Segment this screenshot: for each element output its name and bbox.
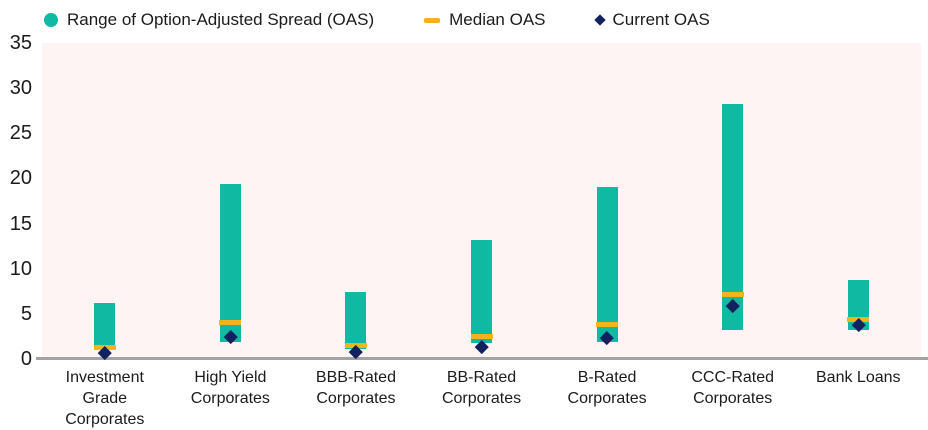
category-column: [795, 43, 921, 359]
legend-item-range: Range of Option-Adjusted Spread (OAS): [44, 10, 374, 30]
category-column: [670, 43, 796, 359]
median-tick: [596, 322, 619, 328]
category-label: BBB-Rated Corporates: [315, 369, 396, 407]
y-tick-label: 15: [9, 212, 32, 235]
y-tick-label: 25: [9, 122, 32, 145]
category-column: [168, 43, 294, 359]
range-bar: [94, 303, 116, 350]
legend-label-range: Range of Option-Adjusted Spread (OAS): [67, 10, 375, 29]
range-bar: [471, 239, 493, 343]
plot-area: [42, 43, 921, 360]
category-label: BB-Rated Corporates: [441, 369, 522, 407]
y-axis: 0 5 10 15 20 25 30 35: [0, 32, 32, 370]
range-circle-icon: [44, 13, 58, 27]
category-label: CCC-Rated Corporates: [691, 369, 775, 407]
category-label: Investment Grade Corporates: [65, 369, 145, 428]
legend-item-median: Median OAS: [424, 10, 546, 30]
median-tick: [470, 333, 493, 339]
y-tick-label: 35: [9, 32, 32, 54]
y-tick-label: 20: [9, 167, 32, 190]
category-label: B-Rated Corporates: [567, 369, 647, 407]
category-column: [544, 43, 670, 359]
category-column: [42, 43, 168, 360]
y-tick-label: 0: [20, 348, 32, 370]
y-tick-label: 30: [9, 77, 32, 100]
range-bar: [596, 186, 618, 342]
median-tick: [219, 320, 242, 326]
y-tick-label: 10: [9, 257, 32, 280]
category-column: [419, 43, 545, 359]
category-column: [293, 43, 419, 359]
range-bar: [345, 292, 367, 350]
x-axis-line: [36, 357, 928, 360]
x-axis-labels: Investment Grade Corporates High Yield Co…: [42, 367, 921, 430]
category-label: Bank Loans: [816, 369, 901, 386]
legend-label-median: Median OAS: [449, 10, 546, 29]
range-bar: [722, 103, 744, 331]
median-dash-icon: [424, 17, 441, 23]
category-label: High Yield Corporates: [190, 369, 270, 407]
chart-legend: Range of Option-Adjusted Spread (OAS) Me…: [44, 6, 710, 34]
range-bar: [219, 183, 241, 342]
median-tick: [721, 291, 744, 297]
legend-label-current: Current OAS: [612, 10, 710, 29]
legend-item-current: Current OAS: [593, 10, 710, 30]
y-tick-label: 5: [20, 302, 32, 325]
current-diamond-icon: [593, 14, 606, 26]
